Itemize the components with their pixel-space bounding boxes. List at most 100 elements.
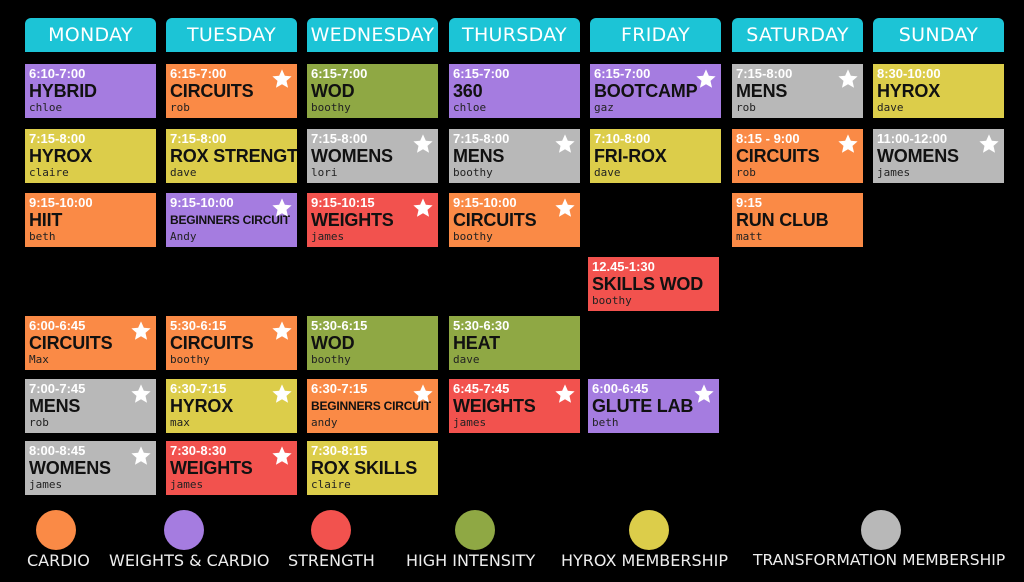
legend-label-strength: STRENGTH	[288, 551, 375, 570]
session-time: 6:15-7:00	[170, 66, 227, 81]
session-block[interactable]: 8:00-8:45 WOMENS james	[25, 441, 156, 495]
session-trainer: james	[29, 478, 63, 491]
session-block[interactable]: 5:30-6:15 CIRCUITS boothy	[166, 316, 297, 370]
session-trainer: dave	[594, 166, 621, 179]
session-name: BEGINNERS CIRCUIT	[170, 213, 290, 227]
session-name: BEGINNERS CIRCUIT	[311, 399, 431, 413]
session-block[interactable]: 9:15-10:00 HIIT beth	[25, 193, 156, 247]
star-icon	[555, 134, 575, 153]
session-block[interactable]: 6:45-7:45 WEIGHTS james	[449, 379, 580, 433]
star-icon	[838, 69, 858, 88]
session-name: HYROX	[170, 396, 234, 416]
session-name: RUN CLUB	[736, 210, 829, 230]
session-trainer: dave	[453, 353, 480, 366]
session-time: 6:15-7:00	[453, 66, 510, 81]
session-block[interactable]: 12.45-1:30 SKILLS WOD boothy	[588, 257, 719, 311]
session-trainer: rob	[29, 416, 49, 429]
session-name: MENS	[29, 396, 81, 416]
session-trainer: boothy	[311, 101, 351, 114]
session-trainer: chloe	[453, 101, 487, 114]
session-trainer: andy	[311, 416, 338, 429]
session-name: WOD	[311, 333, 355, 353]
session-time: 7:15-8:00	[29, 131, 86, 146]
session-name: CIRCUITS	[736, 146, 820, 166]
session-time: 7:15-8:00	[170, 131, 227, 146]
session-block[interactable]: 7:00-7:45 MENS rob	[25, 379, 156, 433]
session-time: 9:15-10:00	[170, 195, 234, 210]
session-block[interactable]: 6:30-7:15 HYROX max	[166, 379, 297, 433]
session-trainer: boothy	[170, 353, 210, 366]
session-block[interactable]: 7:15-8:00 MENS boothy	[449, 129, 580, 183]
legend-swatch-weights-cardio	[164, 510, 204, 550]
legend-label-transformation-membership: TRANSFORMATION MEMBERSHIP	[753, 551, 1006, 569]
session-block[interactable]: 6:15-7:00 BOOTCAMP gaz	[590, 64, 721, 118]
session-name: WEIGHTS	[453, 396, 536, 416]
session-block[interactable]: 7:15-8:00 WOMENS lori	[307, 129, 438, 183]
session-block[interactable]: 7:15-8:00 ROX STRENGTH dave	[166, 129, 297, 183]
session-block[interactable]: 6:00-6:45 GLUTE LAB beth	[588, 379, 719, 433]
star-icon	[696, 69, 716, 88]
session-name: HYBRID	[29, 81, 97, 101]
session-block[interactable]: 6:15-7:00 360 chloe	[449, 64, 580, 118]
session-block[interactable]: 8:30-10:00 HYROX dave	[873, 64, 1004, 118]
day-header-monday: MONDAY	[25, 18, 156, 52]
session-name: HEAT	[453, 333, 500, 353]
session-block[interactable]: 9:15-10:00 CIRCUITS boothy	[449, 193, 580, 247]
session-time: 6:00-6:45	[29, 318, 86, 333]
star-icon	[272, 384, 292, 403]
session-name: MENS	[453, 146, 505, 166]
session-block[interactable]: 8:15 - 9:00 CIRCUITS rob	[732, 129, 863, 183]
session-trainer: boothy	[453, 166, 493, 179]
session-block[interactable]: 5:30-6:30 HEAT dave	[449, 316, 580, 370]
star-icon	[413, 198, 433, 217]
session-trainer: dave	[170, 166, 197, 179]
session-block[interactable]: 11:00-12:00 WOMENS james	[873, 129, 1004, 183]
session-block[interactable]: 6:15-7:00 CIRCUITS rob	[166, 64, 297, 118]
session-name: ROX SKILLS	[311, 458, 418, 478]
session-name: CIRCUITS	[170, 81, 254, 101]
session-time: 7:30-8:15	[311, 443, 368, 458]
session-time: 7:15-8:00	[311, 131, 368, 146]
session-block[interactable]: 5:30-6:15 WOD boothy	[307, 316, 438, 370]
session-block[interactable]: 7:15-8:00 HYROX claire	[25, 129, 156, 183]
session-block[interactable]: 7:30-8:30 WEIGHTS james	[166, 441, 297, 495]
session-block[interactable]: 6:15-7:00 WOD boothy	[307, 64, 438, 118]
star-icon	[272, 446, 292, 465]
legend-label-weights-cardio: WEIGHTS & CARDIO	[109, 551, 270, 570]
session-block[interactable]: 9:15-10:00 BEGINNERS CIRCUIT Andy	[166, 193, 297, 247]
session-trainer: boothy	[311, 353, 351, 366]
session-block[interactable]: 9:15-10:15 WEIGHTS james	[307, 193, 438, 247]
session-trainer: james	[311, 230, 345, 243]
session-trainer: rob	[736, 166, 756, 179]
star-icon	[413, 134, 433, 153]
star-icon	[555, 384, 575, 403]
session-block[interactable]: 6:10-7:00 HYBRID chloe	[25, 64, 156, 118]
session-trainer: james	[877, 166, 911, 179]
session-trainer: james	[170, 478, 204, 491]
star-icon	[694, 384, 714, 403]
star-icon	[838, 134, 858, 153]
session-trainer: beth	[592, 416, 619, 429]
session-block[interactable]: 7:30-8:15 ROX SKILLS claire	[307, 441, 438, 495]
session-block[interactable]: 7:10-8:00 FRI-ROX dave	[590, 129, 721, 183]
session-block[interactable]: 6:00-6:45 CIRCUITS Max	[25, 316, 156, 370]
session-trainer: james	[453, 416, 487, 429]
session-trainer: matt	[736, 230, 763, 243]
session-name: FRI-ROX	[594, 146, 667, 166]
session-block[interactable]: 7:15-8:00 MENS rob	[732, 64, 863, 118]
session-block[interactable]: 9:15 RUN CLUB matt	[732, 193, 863, 247]
star-icon	[272, 198, 292, 217]
session-name: CIRCUITS	[29, 333, 113, 353]
legend-swatch-hyrox-membership	[629, 510, 669, 550]
legend-swatch-strength	[311, 510, 351, 550]
session-time: 8:15 - 9:00	[736, 131, 800, 146]
session-trainer: claire	[29, 166, 69, 179]
session-time: 7:15-8:00	[736, 66, 793, 81]
session-block[interactable]: 6:30-7:15 BEGINNERS CIRCUIT andy	[307, 379, 438, 433]
star-icon	[979, 134, 999, 153]
star-icon	[131, 384, 151, 403]
session-trainer: rob	[736, 101, 756, 114]
session-trainer: Max	[29, 353, 49, 366]
star-icon	[272, 69, 292, 88]
legend-swatch-cardio	[36, 510, 76, 550]
